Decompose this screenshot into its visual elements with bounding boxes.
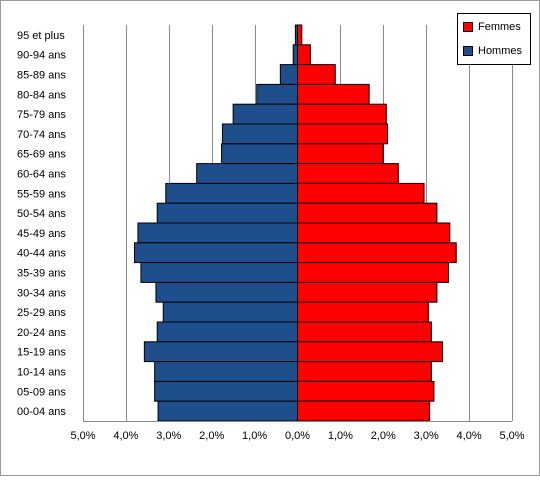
bar-femmes bbox=[297, 83, 370, 105]
bar-hommes bbox=[232, 103, 298, 125]
bar-hommes bbox=[162, 301, 298, 323]
bar-femmes bbox=[297, 262, 450, 283]
legend-swatch-hommes bbox=[463, 46, 473, 56]
category-label: 90-94 ans bbox=[17, 50, 66, 62]
bar-femmes bbox=[297, 143, 384, 165]
category-label: 05-09 ans bbox=[17, 386, 66, 398]
bar-hommes bbox=[221, 143, 298, 165]
bar-femmes bbox=[297, 361, 432, 382]
category-label: 45-49 ans bbox=[17, 228, 66, 240]
bar-hommes bbox=[279, 64, 298, 85]
bar-hommes bbox=[137, 222, 298, 244]
legend-swatch-femmes bbox=[463, 22, 473, 32]
bar-femmes bbox=[297, 64, 336, 85]
bar-femmes bbox=[297, 400, 431, 422]
bar-femmes bbox=[297, 321, 432, 343]
category-label: 95 et plus bbox=[17, 30, 65, 42]
bar-femmes bbox=[297, 182, 425, 204]
category-label: 30-34 ans bbox=[17, 287, 66, 299]
x-tick-label: 5,0% bbox=[499, 430, 524, 442]
legend-label-femmes: Femmes bbox=[478, 21, 521, 33]
category-label: 60-64 ans bbox=[17, 169, 66, 181]
bar-hommes bbox=[196, 163, 298, 184]
bar-femmes bbox=[297, 222, 451, 244]
category-label: 35-39 ans bbox=[17, 268, 66, 280]
category-label: 80-84 ans bbox=[17, 89, 66, 101]
bar-hommes bbox=[155, 281, 298, 303]
bar-femmes bbox=[297, 24, 303, 46]
bar-femmes bbox=[297, 123, 389, 145]
category-label: 65-69 ans bbox=[17, 149, 66, 161]
bar-hommes bbox=[221, 123, 298, 145]
category-label: 15-19 ans bbox=[17, 347, 66, 359]
x-tick-label: 4,0% bbox=[457, 430, 482, 442]
bar-hommes bbox=[156, 202, 298, 224]
bar-femmes bbox=[297, 341, 444, 363]
category-label: 20-24 ans bbox=[17, 327, 66, 339]
bar-hommes bbox=[256, 83, 298, 105]
x-tick-label: 2,0% bbox=[371, 430, 396, 442]
bar-hommes bbox=[154, 361, 298, 382]
x-tick-label: 4,0% bbox=[113, 430, 138, 442]
category-label: 75-79 ans bbox=[17, 109, 66, 121]
x-tick-label: 5,0% bbox=[70, 430, 95, 442]
bar-hommes bbox=[154, 380, 298, 402]
x-tick-label: 3,0% bbox=[414, 430, 439, 442]
category-label: 55-59 ans bbox=[17, 188, 66, 200]
x-tick-label: 0,0% bbox=[285, 430, 310, 442]
bar-hommes bbox=[292, 44, 298, 66]
bar-femmes bbox=[297, 163, 399, 184]
legend-label-hommes: Hommes bbox=[478, 45, 523, 57]
category-label: 70-74 ans bbox=[17, 129, 66, 141]
bar-femmes bbox=[297, 202, 438, 224]
legend-item-hommes: Hommes bbox=[463, 43, 522, 59]
bar-hommes bbox=[140, 262, 298, 283]
bar-femmes bbox=[297, 242, 457, 264]
category-label: 40-44 ans bbox=[17, 248, 66, 260]
x-tick-label: 2,0% bbox=[199, 430, 224, 442]
bar-femmes bbox=[297, 301, 429, 323]
bar-femmes bbox=[297, 281, 438, 303]
bar-femmes bbox=[297, 44, 311, 66]
legend-item-femmes: Femmes bbox=[463, 19, 521, 35]
x-tick-label: 1,0% bbox=[242, 430, 267, 442]
category-label: 00-04 ans bbox=[17, 406, 66, 418]
legend: Femmes Hommes bbox=[457, 13, 531, 65]
category-label: 50-54 ans bbox=[17, 208, 66, 220]
bar-femmes bbox=[297, 103, 387, 125]
category-label: 25-29 ans bbox=[17, 307, 66, 319]
bar-femmes bbox=[297, 380, 435, 402]
x-tick-label: 1,0% bbox=[328, 430, 353, 442]
bar-hommes bbox=[156, 321, 298, 343]
bar-hommes bbox=[143, 341, 298, 363]
category-label: 85-89 ans bbox=[17, 70, 66, 82]
bar-hommes bbox=[165, 182, 298, 204]
x-tick-label: 3,0% bbox=[156, 430, 181, 442]
bar-hommes bbox=[133, 242, 298, 264]
category-label: 10-14 ans bbox=[17, 367, 66, 379]
bar-hommes bbox=[157, 400, 298, 422]
